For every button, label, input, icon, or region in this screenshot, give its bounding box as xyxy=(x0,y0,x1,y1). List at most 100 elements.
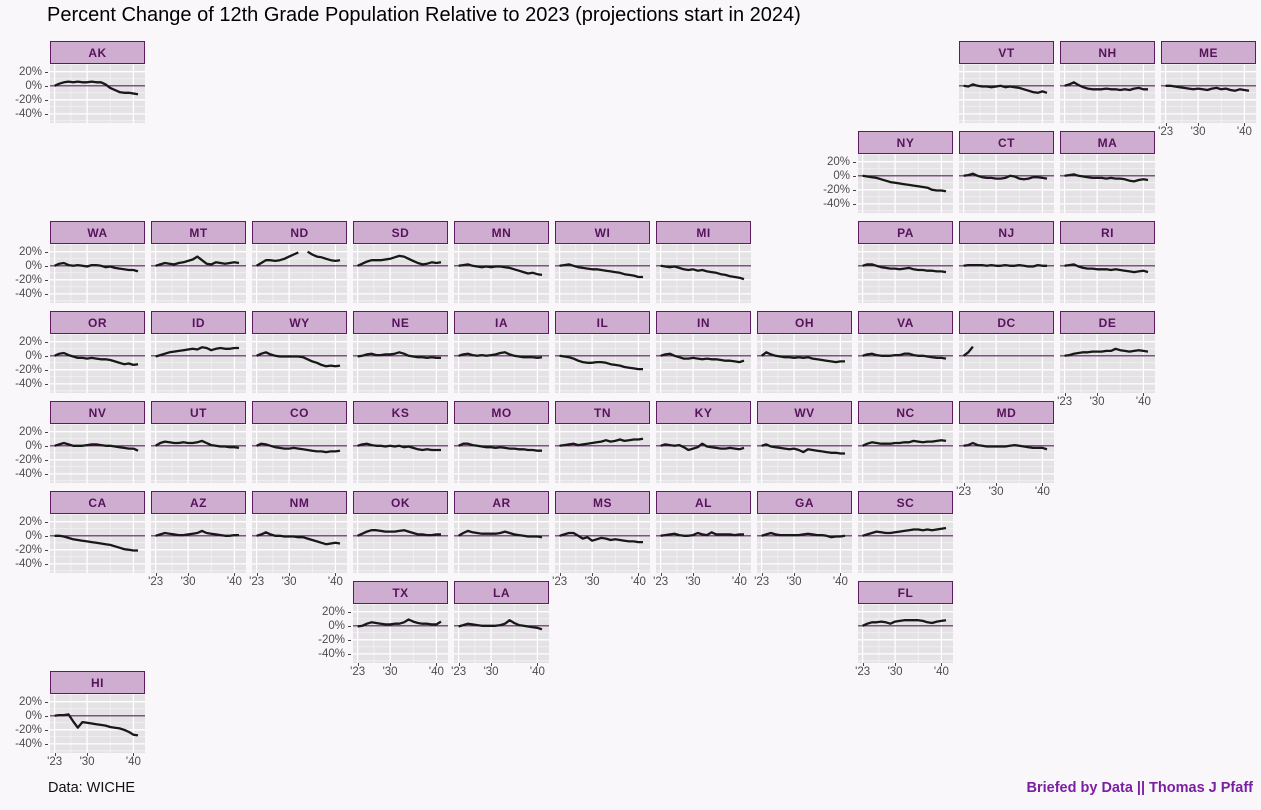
facet-header-DE: DE xyxy=(1060,311,1155,334)
state-plot-CT xyxy=(959,154,1054,213)
plot-background xyxy=(454,604,549,663)
plot-background xyxy=(656,244,751,303)
facet-header-OR: OR xyxy=(50,311,145,334)
facet-header-IL: IL xyxy=(555,311,650,334)
state-plot-MI xyxy=(656,244,751,303)
y-axis-label: -40% xyxy=(823,197,850,210)
y-axis-label: -20% xyxy=(15,543,42,556)
plot-background xyxy=(757,334,852,393)
y-axis-label: 0% xyxy=(25,349,42,362)
state-plot-AZ xyxy=(151,514,246,573)
y-axis-tick xyxy=(45,521,48,523)
facet-panel-DE: DE '23 '30 '40 xyxy=(1057,311,1155,408)
facet-panel-WI: WI xyxy=(555,221,650,303)
trend-line-MT xyxy=(155,255,240,267)
x-axis-label: '23 xyxy=(249,576,265,588)
y-axis-label: -40% xyxy=(15,557,42,570)
x-axis-label: '40 xyxy=(1135,396,1151,408)
plot-background xyxy=(252,244,347,303)
y-axis-tick xyxy=(348,653,351,655)
x-axis-tick xyxy=(638,573,640,576)
facet-header-WA: WA xyxy=(50,221,145,244)
x-axis-label: '30 xyxy=(685,576,701,588)
state-plot-ME xyxy=(1161,64,1256,123)
x-axis-label: '30 xyxy=(79,756,95,768)
x-axis-label: '23 xyxy=(653,576,669,588)
y-axis-label: 20% xyxy=(18,515,42,528)
y-axis-label: -40% xyxy=(15,287,42,300)
state-plot-KY xyxy=(656,424,751,483)
y-axis-tick xyxy=(853,175,856,177)
facet-panel-TN: TN xyxy=(555,401,650,483)
facet-header-RI: RI xyxy=(1060,221,1155,244)
state-plot-TX xyxy=(353,604,448,663)
state-plot-DC xyxy=(959,334,1054,393)
plot-background xyxy=(1060,64,1155,123)
facet-panel-NJ: NJ xyxy=(959,221,1054,303)
plot-background xyxy=(555,334,650,393)
x-axis-label: '30 xyxy=(382,666,398,678)
facet-header-SC: SC xyxy=(858,491,953,514)
y-axis-tick xyxy=(45,369,48,371)
trend-line-ID xyxy=(155,346,239,358)
facet-header-MO: MO xyxy=(454,401,549,424)
facet-header-HI: HI xyxy=(50,671,145,694)
x-axis-label: '23 xyxy=(1057,396,1073,408)
facet-panel-RI: RI xyxy=(1060,221,1155,303)
trend-line-NV xyxy=(54,441,139,452)
trend-line-NY xyxy=(862,174,947,193)
state-plot-HI xyxy=(50,694,145,753)
state-plot-VA xyxy=(858,334,953,393)
x-axis-label: '40 xyxy=(1034,486,1050,498)
plot-background xyxy=(959,424,1054,483)
x-axis-label: '30 xyxy=(584,576,600,588)
facet-header-MA: MA xyxy=(1060,131,1155,154)
y-axis-label: -20% xyxy=(15,453,42,466)
plot-background xyxy=(151,514,246,573)
state-plot-AK xyxy=(50,64,145,123)
trend-line-WI xyxy=(559,263,643,279)
trend-line-CO xyxy=(256,442,341,454)
x-axis-tick xyxy=(739,573,741,576)
y-axis-tick xyxy=(45,355,48,357)
x-axis-label: '40 xyxy=(630,576,646,588)
facet-header-OK: OK xyxy=(353,491,448,514)
state-plot-VT xyxy=(959,64,1054,123)
y-axis-label: -40% xyxy=(15,107,42,120)
y-axis-tick xyxy=(45,85,48,87)
facet-header-ID: ID xyxy=(151,311,246,334)
facet-panel-NE: NE xyxy=(353,311,448,393)
state-plot-OH xyxy=(757,334,852,393)
facet-panel-MN: MN xyxy=(454,221,549,303)
facet-header-FL: FL xyxy=(858,581,953,604)
plot-background xyxy=(555,514,650,573)
trend-line-SD xyxy=(357,254,442,267)
x-axis-tick xyxy=(1097,393,1099,396)
state-plot-CA xyxy=(50,514,145,573)
trend-line-HI xyxy=(54,713,139,737)
x-axis-label: '23 xyxy=(956,486,972,498)
facet-panel-SD: SD xyxy=(353,221,448,303)
facet-panel-FL: FL '23 '30 '40 xyxy=(855,581,953,678)
state-plot-GA xyxy=(757,514,852,573)
facet-panel-TX: TX 20% 0% -20% -40% '23 '30 '40 xyxy=(318,581,448,678)
y-axis-label: -40% xyxy=(318,647,345,660)
x-axis-tick xyxy=(54,753,56,756)
state-plot-TN xyxy=(555,424,650,483)
x-axis-tick xyxy=(491,663,493,666)
y-axis-tick xyxy=(45,535,48,537)
trend-line-DC xyxy=(962,345,974,357)
facet-panel-ME: ME '23 '30 '40 xyxy=(1158,41,1256,138)
state-plot-UT xyxy=(151,424,246,483)
y-axis-tick xyxy=(45,563,48,565)
plot-background xyxy=(353,334,448,393)
facet-header-TN: TN xyxy=(555,401,650,424)
facet-panel-NH: NH xyxy=(1060,41,1155,123)
y-axis-label: 0% xyxy=(25,259,42,272)
y-axis-tick xyxy=(45,743,48,745)
state-plot-IN xyxy=(656,334,751,393)
x-axis-label: '23 xyxy=(47,756,63,768)
trend-line-AL xyxy=(660,531,744,537)
x-axis-tick xyxy=(693,573,695,576)
state-plot-WA xyxy=(50,244,145,303)
